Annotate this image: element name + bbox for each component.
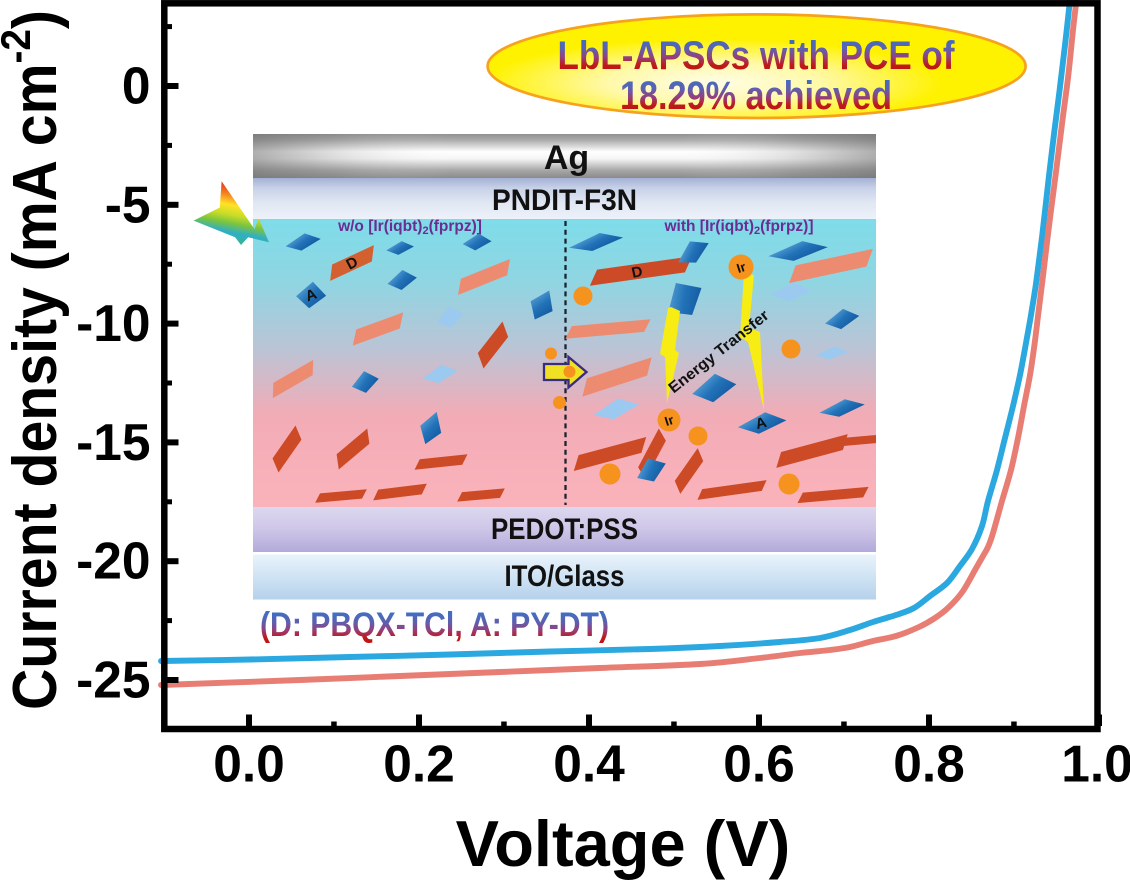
svg-text:18.29% achieved: 18.29% achieved [620, 74, 892, 118]
svg-text:D: D [630, 263, 644, 282]
svg-text:0: 0 [122, 57, 151, 115]
svg-text:Current density (mA cm-2): Current density (mA cm-2) [0, 10, 70, 710]
svg-text:-5: -5 [105, 175, 151, 233]
svg-text:0.4: 0.4 [553, 735, 625, 793]
svg-text:Ag: Ag [544, 139, 589, 177]
svg-text:LbL-APSCs with PCE of: LbL-APSCs with PCE of [558, 34, 956, 78]
svg-text:(D: PBQX-TCl, A: PY-DT): (D: PBQX-TCl, A: PY-DT) [260, 606, 609, 644]
svg-text:-10: -10 [76, 294, 150, 352]
svg-text:Voltage (V): Voltage (V) [456, 807, 791, 880]
svg-text:A: A [754, 414, 769, 433]
svg-text:-15: -15 [76, 413, 150, 471]
svg-text:PEDOT:PSS: PEDOT:PSS [491, 513, 638, 546]
svg-text:ITO/Glass: ITO/Glass [505, 560, 625, 593]
svg-text:with [Ir(iqbt)2(fprpz)]: with [Ir(iqbt)2(fprpz)] [663, 218, 813, 237]
svg-text:PNDIT-F3N: PNDIT-F3N [492, 184, 637, 217]
svg-text:0.0: 0.0 [213, 735, 285, 793]
svg-text:w/o [Ir(iqbt)2(fprpz)]: w/o [Ir(iqbt)2(fprpz)] [337, 218, 482, 237]
svg-text:1.0: 1.0 [1061, 735, 1130, 793]
svg-text:-20: -20 [76, 532, 150, 590]
svg-text:0.2: 0.2 [383, 735, 455, 793]
svg-text:-25: -25 [76, 651, 150, 709]
svg-text:0.6: 0.6 [723, 735, 795, 793]
svg-text:0.8: 0.8 [893, 735, 965, 793]
